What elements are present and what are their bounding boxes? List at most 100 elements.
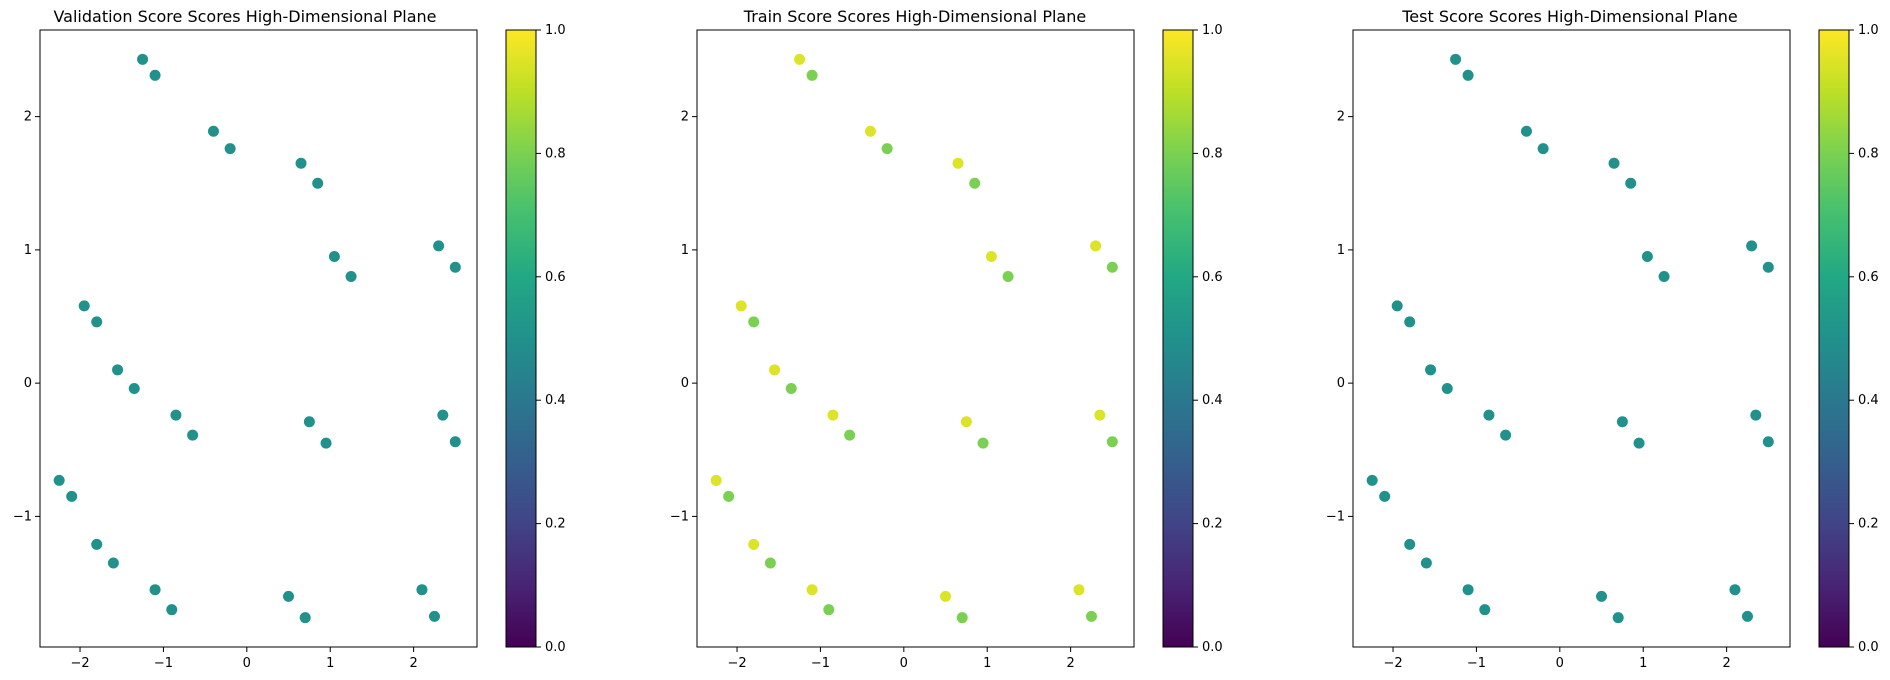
plot-area [696, 29, 1135, 648]
colorbar-tick-label: 0.0 [1202, 640, 1223, 655]
x-tick-label: −2 [1383, 656, 1402, 671]
x-tick-label: 2 [1066, 656, 1074, 671]
scatter-point [1625, 177, 1637, 189]
x-tick-label: 1 [326, 656, 334, 671]
y-tick-label: 2 [1337, 110, 1345, 125]
x-tick-label: 0 [243, 656, 251, 671]
scatter-point [969, 177, 981, 189]
x-tick-label: −1 [811, 656, 830, 671]
scatter-point [1002, 271, 1014, 283]
x-tick-label: −2 [70, 656, 89, 671]
scatter-point [1379, 490, 1391, 502]
scatter-point [1741, 610, 1753, 622]
y-tick-label: 2 [24, 110, 32, 125]
colorbar-tick-label: 0.2 [1202, 517, 1223, 532]
colorbar-tick-label: 1.0 [1858, 23, 1879, 38]
scatter-point [952, 157, 964, 169]
chart-title: Validation Score Scores High-Dimensional… [53, 7, 436, 26]
scatter-point [1404, 538, 1416, 550]
y-tick-label: 1 [24, 243, 32, 258]
scatter-point [769, 364, 781, 376]
x-tick-label: 0 [1556, 656, 1564, 671]
y-tick-label: 0 [24, 376, 32, 391]
plot-area [39, 29, 478, 648]
y-tick-label: 2 [681, 110, 689, 125]
scatter-point [806, 69, 818, 81]
x-tick-label: −1 [154, 656, 173, 671]
colorbar-tick-label: 0.4 [545, 393, 566, 408]
scatter-point [1085, 610, 1097, 622]
scatter-point [328, 251, 340, 263]
colorbar [1162, 29, 1194, 648]
panel-validation: Validation Score Scores High-Dimensional… [13, 7, 566, 671]
scatter-point [748, 316, 760, 328]
scatter-point [91, 316, 103, 328]
scatter-point [66, 490, 78, 502]
scatter-point [710, 474, 722, 486]
plot-area [1352, 29, 1791, 648]
colorbar-tick-label: 0.2 [1858, 517, 1879, 532]
scatter-point [723, 490, 735, 502]
colorbar-tick-layer: 0.0 0.2 0.4 0.6 0.8 1.0 [536, 23, 566, 655]
scatter-point [1106, 436, 1118, 448]
scatter-point [428, 610, 440, 622]
scatter-point [1537, 143, 1549, 155]
scatter-point [827, 409, 839, 421]
panel-train: Train Score Scores High-Dimensional Plan… [670, 7, 1223, 671]
x-tick-label: 0 [900, 656, 908, 671]
scatter-point [78, 300, 90, 312]
scatter-point [449, 261, 461, 273]
scatter-point [107, 557, 119, 569]
scatter-point [794, 53, 806, 65]
scatter-point [748, 538, 760, 550]
y-tick-label: −1 [13, 509, 32, 524]
scatter-point [1462, 584, 1474, 596]
scatter-point [1094, 409, 1106, 421]
scatter-point [1608, 157, 1620, 169]
y-tick-label: 0 [1337, 376, 1345, 391]
scatter-point [985, 251, 997, 263]
points-layer [53, 53, 461, 624]
scatter-point [1658, 271, 1670, 283]
scatter-point [1450, 53, 1462, 65]
x-tick-label: −2 [727, 656, 746, 671]
scatter-point [128, 382, 140, 394]
scatter-point [735, 300, 747, 312]
scatter-point [187, 429, 199, 441]
scatter-point [112, 364, 124, 376]
scatter-point [1750, 409, 1762, 421]
scatter-point [320, 437, 332, 449]
scatter-point [940, 590, 952, 602]
scatter-point [137, 53, 149, 65]
scatter-point [91, 538, 103, 550]
scatter-point [1520, 125, 1532, 137]
scatter-point [295, 157, 307, 169]
colorbar-tick-label: 0.8 [1858, 146, 1879, 161]
scatter-point [1500, 429, 1512, 441]
scatter-point [149, 69, 161, 81]
scatter-point [844, 429, 856, 441]
scatter-point [1441, 382, 1453, 394]
scatter-point [303, 416, 315, 428]
scatter-point [1391, 300, 1403, 312]
colorbar-tick-label: 0.6 [1858, 270, 1879, 285]
colorbar-tick-label: 0.0 [1858, 640, 1879, 655]
scatter-point [449, 436, 461, 448]
scatter-point [283, 590, 295, 602]
scatter-point [1420, 557, 1432, 569]
scatter-point [299, 612, 311, 624]
scatter-point [1462, 69, 1474, 81]
x-tick-label: 1 [983, 656, 991, 671]
scatter-point [1633, 437, 1645, 449]
scatter-point [1073, 584, 1085, 596]
scatter-point [1616, 416, 1628, 428]
scatter-point [1612, 612, 1624, 624]
scatter-point [977, 437, 989, 449]
scatter-point [1106, 261, 1118, 273]
y-tick-label: −1 [1326, 509, 1345, 524]
colorbar-tick-label: 0.4 [1202, 393, 1223, 408]
scatter-point [881, 143, 893, 155]
scatter-point [1404, 316, 1416, 328]
tick-layer: −2 −1 0 1 2 −1 0 1 2 [670, 110, 1075, 671]
colorbar-tick-label: 1.0 [1202, 23, 1223, 38]
